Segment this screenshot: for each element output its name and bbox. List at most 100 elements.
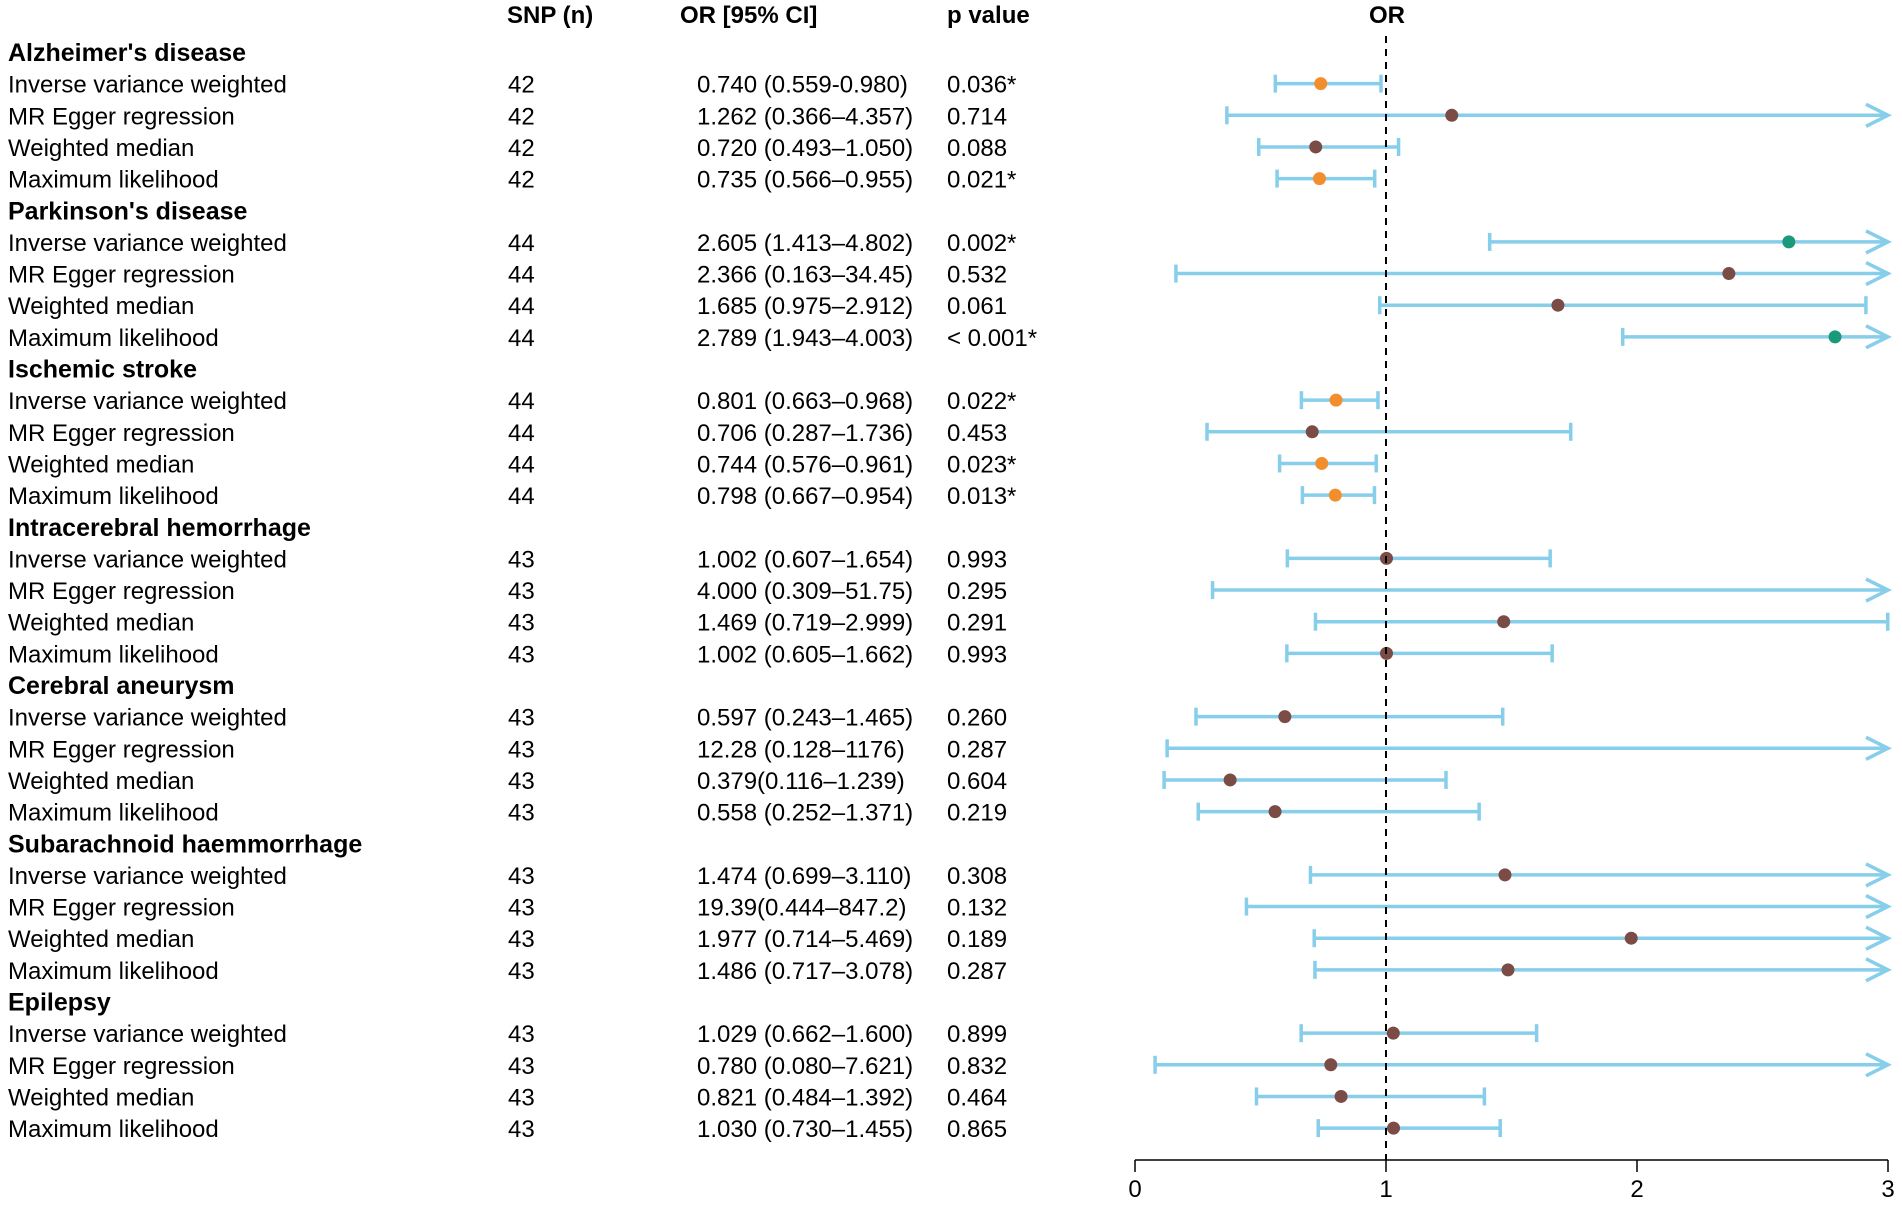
group-label: Intracerebral hemorrhage [8,514,311,542]
header-or-ci: OR [95% CI] [680,2,817,29]
method-label: Inverse variance weighted [8,863,287,890]
or-ci-value: 0.706 (0.287–1.736) [697,420,913,447]
method-label: Weighted median [8,135,194,162]
snp-count: 43 [508,1053,535,1080]
or-ci-value: 2.789 (1.943–4.003) [697,325,913,352]
p-value: 0.453 [947,420,1007,447]
group-label: Parkinson's disease [8,197,248,225]
snp-count: 43 [508,546,535,573]
p-value: 0.604 [947,768,1007,795]
or-ci-value: 0.801 (0.663–0.968) [697,388,913,415]
snp-count: 42 [508,103,535,130]
group-label: Epilepsy [8,989,111,1017]
p-value: 0.308 [947,863,1007,890]
snp-count: 44 [508,483,535,510]
snp-count: 43 [508,736,535,763]
p-value: 0.287 [947,958,1007,985]
or-ci-value: 0.735 (0.566–0.955) [697,167,913,194]
or-ci-value: 1.469 (0.719–2.999) [697,610,913,637]
method-label: Inverse variance weighted [8,1021,287,1048]
method-label: Weighted median [8,451,194,478]
ci-arrow [1865,260,1892,287]
snp-count: 42 [508,135,535,162]
or-point [1828,330,1842,344]
method-label: Inverse variance weighted [8,546,287,573]
or-ci-value: 0.379(0.116–1.239) [697,768,905,795]
or-ci-value: 0.798 (0.667–0.954) [697,483,913,510]
p-value: 0.061 [947,293,1007,320]
or-point [1551,298,1565,312]
method-label: MR Egger regression [8,1053,235,1080]
p-value: 0.993 [947,641,1007,668]
or-point [1498,868,1512,882]
method-label: MR Egger regression [8,262,235,289]
ci-arrow [1865,577,1892,603]
or-point [1387,1121,1401,1135]
header-or: OR [1369,2,1405,29]
ci-arrow [1865,925,1892,951]
or-point [1329,393,1343,407]
p-value: 0.287 [947,736,1007,763]
method-label: MR Egger regression [8,736,235,763]
ci-arrow [1865,1052,1892,1078]
p-value: 0.899 [947,1021,1007,1048]
snp-count: 43 [508,863,535,890]
p-value: 0.002* [947,230,1016,257]
method-label: Weighted median [8,610,194,637]
snp-count: 43 [508,800,535,827]
snp-count: 44 [508,420,535,447]
snp-count: 44 [508,325,535,352]
p-value: 0.295 [947,578,1007,605]
snp-count: 43 [508,958,535,985]
snp-count: 43 [508,610,535,637]
or-point [1324,1058,1338,1072]
method-label: Inverse variance weighted [8,705,287,732]
p-value: 0.036* [947,72,1016,99]
method-label: MR Egger regression [8,103,235,130]
or-point [1386,1026,1400,1040]
method-label: MR Egger regression [8,895,235,922]
or-ci-value: 0.780 (0.080–7.621) [697,1053,913,1080]
x-tick-label: 1 [1379,1176,1392,1203]
method-label: Inverse variance weighted [8,72,287,99]
or-ci-value: 2.366 (0.163–34.45) [697,262,913,289]
or-ci-value: 2.605 (1.413–4.802) [697,230,913,257]
snp-count: 43 [508,1116,535,1143]
ci-arrow [1865,735,1892,761]
p-value: < 0.001* [947,325,1037,352]
or-point [1782,235,1796,249]
snp-count: 43 [508,1084,535,1111]
group-label: Subarachnoid haemmorrhage [8,830,362,858]
snp-count: 44 [508,388,535,415]
method-label: Maximum likelihood [8,800,219,827]
snp-count: 44 [508,451,535,478]
or-point [1309,140,1323,154]
group-label: Ischemic stroke [8,356,197,384]
or-ci-value: 1.486 (0.717–3.078) [697,958,913,985]
method-label: Weighted median [8,293,194,320]
p-value: 0.021* [947,167,1016,194]
or-ci-value: 4.000 (0.309–51.75) [697,578,913,605]
or-point [1334,1089,1348,1103]
x-tick-label: 0 [1128,1176,1141,1203]
or-point [1315,456,1329,470]
snp-count: 44 [508,262,535,289]
or-ci-value: 1.685 (0.975–2.912) [697,293,913,320]
ci-arrow [1865,957,1892,983]
ci-arrow [1865,229,1892,255]
or-ci-value: 1.002 (0.607–1.654) [697,546,913,573]
or-ci-value: 1.002 (0.605–1.662) [697,641,913,668]
method-label: Weighted median [8,1084,194,1111]
or-ci-value: 0.720 (0.493–1.050) [697,135,913,162]
or-ci-value: 0.597 (0.243–1.465) [697,705,913,732]
or-point [1305,425,1319,439]
ci-arrow [1865,324,1892,350]
snp-count: 44 [508,293,535,320]
or-ci-value: 12.28 (0.128–1176) [697,736,905,763]
p-value: 0.088 [947,135,1007,162]
snp-count: 43 [508,926,535,953]
p-value: 0.832 [947,1053,1007,1080]
or-ci-value: 1.030 (0.730–1.455) [697,1116,913,1143]
snp-count: 44 [508,230,535,257]
p-value: 0.993 [947,546,1007,573]
